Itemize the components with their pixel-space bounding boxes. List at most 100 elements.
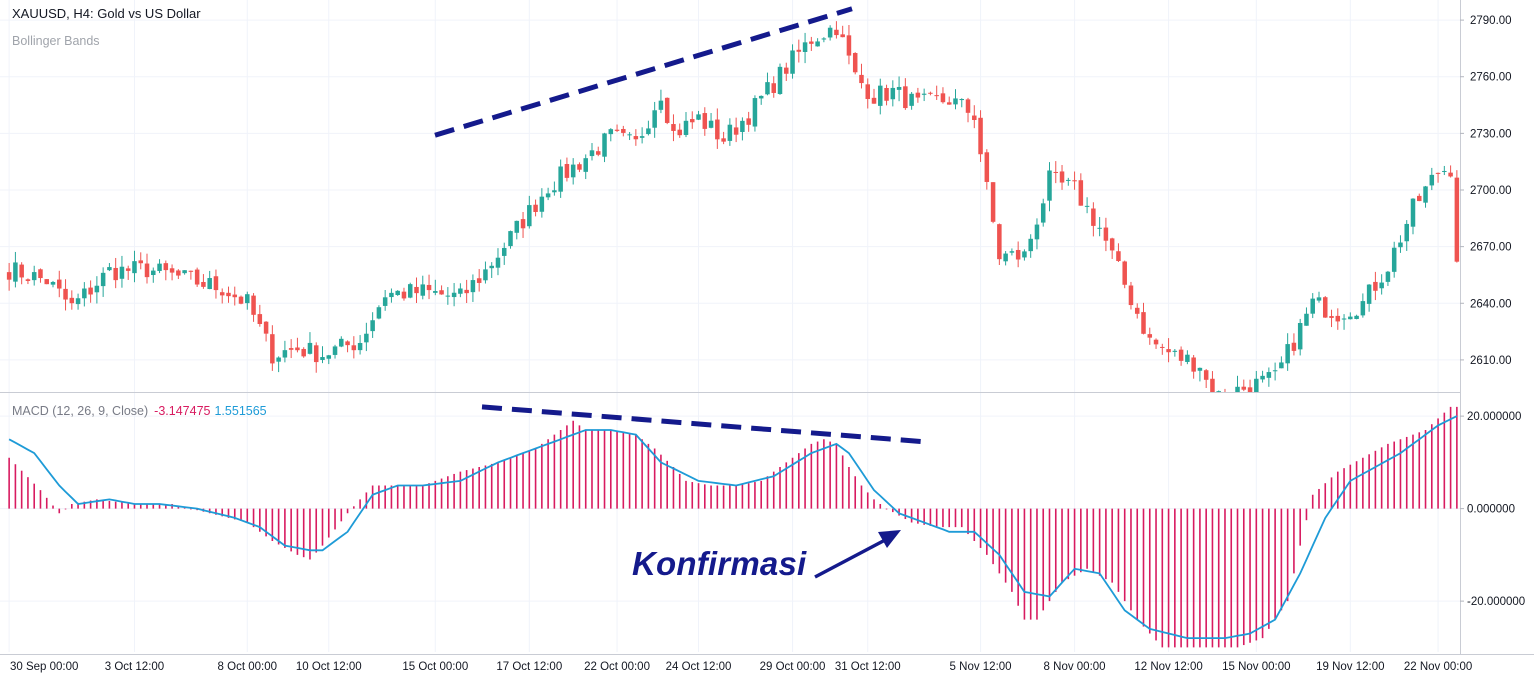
candle-body (921, 93, 927, 95)
candle (483, 261, 488, 284)
candle (69, 290, 75, 310)
candle-body (1410, 198, 1416, 227)
histogram-bar (472, 468, 474, 509)
histogram-bar (271, 508, 274, 541)
candle-body (827, 27, 833, 38)
histogram-bar (609, 430, 612, 509)
candle-body (834, 29, 839, 36)
histogram-bar (1142, 508, 1145, 627)
candle-body (1053, 171, 1059, 173)
time-tick-label: 5 Nov 12:00 (950, 661, 1012, 673)
candle-body (1047, 170, 1052, 201)
candle (533, 199, 538, 217)
candle-body (1015, 249, 1021, 260)
time-tick-label: 17 Oct 12:00 (496, 661, 562, 673)
candle (621, 125, 626, 137)
candle-body (1429, 174, 1435, 186)
candle (226, 286, 231, 303)
histogram-bar (64, 508, 67, 510)
histogram-bar (409, 485, 412, 509)
histogram-bar (1061, 508, 1063, 583)
candle-body (1279, 362, 1284, 369)
histogram-bar (553, 434, 556, 509)
candle-body (1028, 238, 1033, 252)
candle-body (251, 295, 256, 315)
candle (934, 85, 939, 100)
candle (270, 325, 275, 371)
histogram-bar (754, 482, 756, 509)
candle-body (1229, 397, 1234, 399)
candle-body (470, 280, 476, 293)
candle (219, 288, 225, 304)
candle (696, 110, 701, 121)
candle-body (840, 34, 845, 38)
candle (896, 76, 902, 102)
candle-body (1260, 375, 1265, 380)
candle-body (132, 261, 137, 274)
candle (1034, 218, 1040, 250)
histogram-bar (8, 457, 10, 509)
candle (1128, 281, 1134, 310)
candle-body (1203, 370, 1209, 380)
candle (57, 270, 62, 298)
candle (928, 91, 933, 96)
candle (132, 250, 137, 283)
histogram-bar (127, 503, 130, 509)
histogram-bar (641, 439, 643, 509)
candle (301, 347, 306, 358)
histogram-bar (503, 460, 506, 509)
histogram-bar (1161, 508, 1164, 648)
candle-body (395, 290, 400, 296)
candle-body (1285, 344, 1290, 364)
candle (1272, 362, 1278, 381)
candle-body (809, 41, 814, 44)
candle (921, 88, 927, 102)
candle-body (878, 85, 883, 106)
candle-body (790, 50, 795, 74)
candle (1291, 333, 1297, 356)
histogram-bar (1136, 508, 1139, 620)
candle-body (946, 102, 952, 105)
candle-body (646, 128, 651, 135)
candle-body (884, 87, 889, 101)
candle (326, 354, 332, 365)
histogram-bar (365, 492, 368, 509)
histogram-bar (1362, 457, 1364, 509)
candle-body (75, 298, 81, 305)
candle-body (1160, 346, 1165, 348)
candle-body (796, 49, 802, 52)
candle (1448, 165, 1453, 178)
candle-body (1329, 316, 1334, 318)
histogram-bar (459, 471, 462, 509)
histogram-bar (572, 420, 574, 509)
histogram-bar (779, 467, 781, 509)
candle-body (1128, 285, 1134, 306)
candle (1134, 303, 1140, 319)
candle-body (82, 288, 87, 299)
histogram-bar (591, 430, 593, 509)
price-tick-label: 2730.00 (1470, 128, 1512, 140)
candle-body (1247, 387, 1253, 392)
histogram-bar (791, 457, 794, 509)
candle (639, 127, 645, 144)
candle (878, 78, 883, 115)
histogram-bar (1205, 508, 1207, 648)
candle-body (1435, 172, 1441, 174)
candle (583, 154, 588, 180)
candle (915, 87, 921, 103)
candle-body (928, 92, 933, 94)
price-trendline (434, 6, 853, 138)
candle-body (621, 128, 626, 133)
candle-body (1335, 315, 1341, 322)
histogram-bar (403, 485, 405, 509)
candle (846, 24, 852, 65)
candle-body (376, 307, 382, 319)
candle (194, 267, 200, 287)
histogram-bar (1387, 443, 1389, 509)
histogram-bar (1054, 508, 1057, 592)
candle (451, 283, 457, 307)
candle-body (896, 86, 902, 90)
histogram-bar (1230, 508, 1233, 648)
histogram-bar (396, 485, 399, 509)
macd-tick-label: -20.000000 (1467, 596, 1525, 608)
